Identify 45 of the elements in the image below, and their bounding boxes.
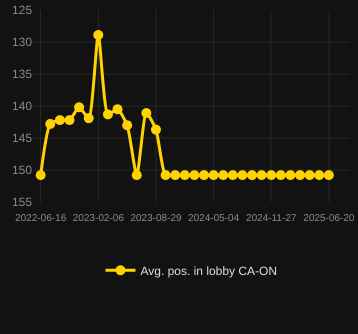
point — [160, 170, 171, 180]
point — [45, 118, 56, 129]
point — [112, 104, 123, 114]
y-tick-label: 130 — [12, 35, 32, 50]
point — [314, 170, 324, 180]
point — [93, 30, 104, 40]
point — [324, 170, 334, 180]
point — [276, 170, 286, 180]
point — [228, 170, 238, 180]
point — [218, 170, 228, 180]
point — [256, 170, 267, 180]
point — [170, 170, 180, 180]
y-tick-label: 145 — [12, 131, 32, 146]
point — [304, 170, 315, 180]
point — [84, 113, 94, 124]
point — [132, 170, 142, 180]
point — [180, 170, 190, 180]
y-tick-label: 155 — [12, 195, 32, 210]
y-tick-label: 140 — [12, 99, 32, 114]
point — [189, 170, 200, 180]
point — [266, 170, 276, 180]
point — [36, 170, 46, 180]
point — [141, 108, 152, 118]
x-tick-label: 2025-06-20 — [303, 213, 355, 224]
point — [54, 115, 65, 126]
x-tick-label: 2023-02-06 — [72, 213, 124, 224]
point — [237, 170, 248, 180]
point — [247, 170, 258, 180]
point — [122, 120, 132, 130]
x-tick-label: 2024-05-04 — [188, 213, 240, 224]
x-tick-label: 2023-08-29 — [130, 213, 182, 224]
y-tick-label: 150 — [12, 163, 32, 178]
y-tick-label: 125 — [12, 3, 32, 18]
point — [208, 170, 219, 180]
point — [64, 115, 74, 126]
point — [102, 109, 113, 120]
legend-label: Avg. pos. in lobby CA-ON — [140, 264, 278, 278]
point — [285, 170, 296, 180]
point — [150, 124, 161, 135]
y-tick-label: 135 — [12, 67, 32, 82]
x-tick-label: 2022-06-16 — [15, 213, 67, 224]
point — [198, 170, 209, 180]
point — [295, 170, 306, 180]
x-tick-label: 2024-11-27 — [246, 213, 297, 224]
point — [74, 102, 84, 112]
